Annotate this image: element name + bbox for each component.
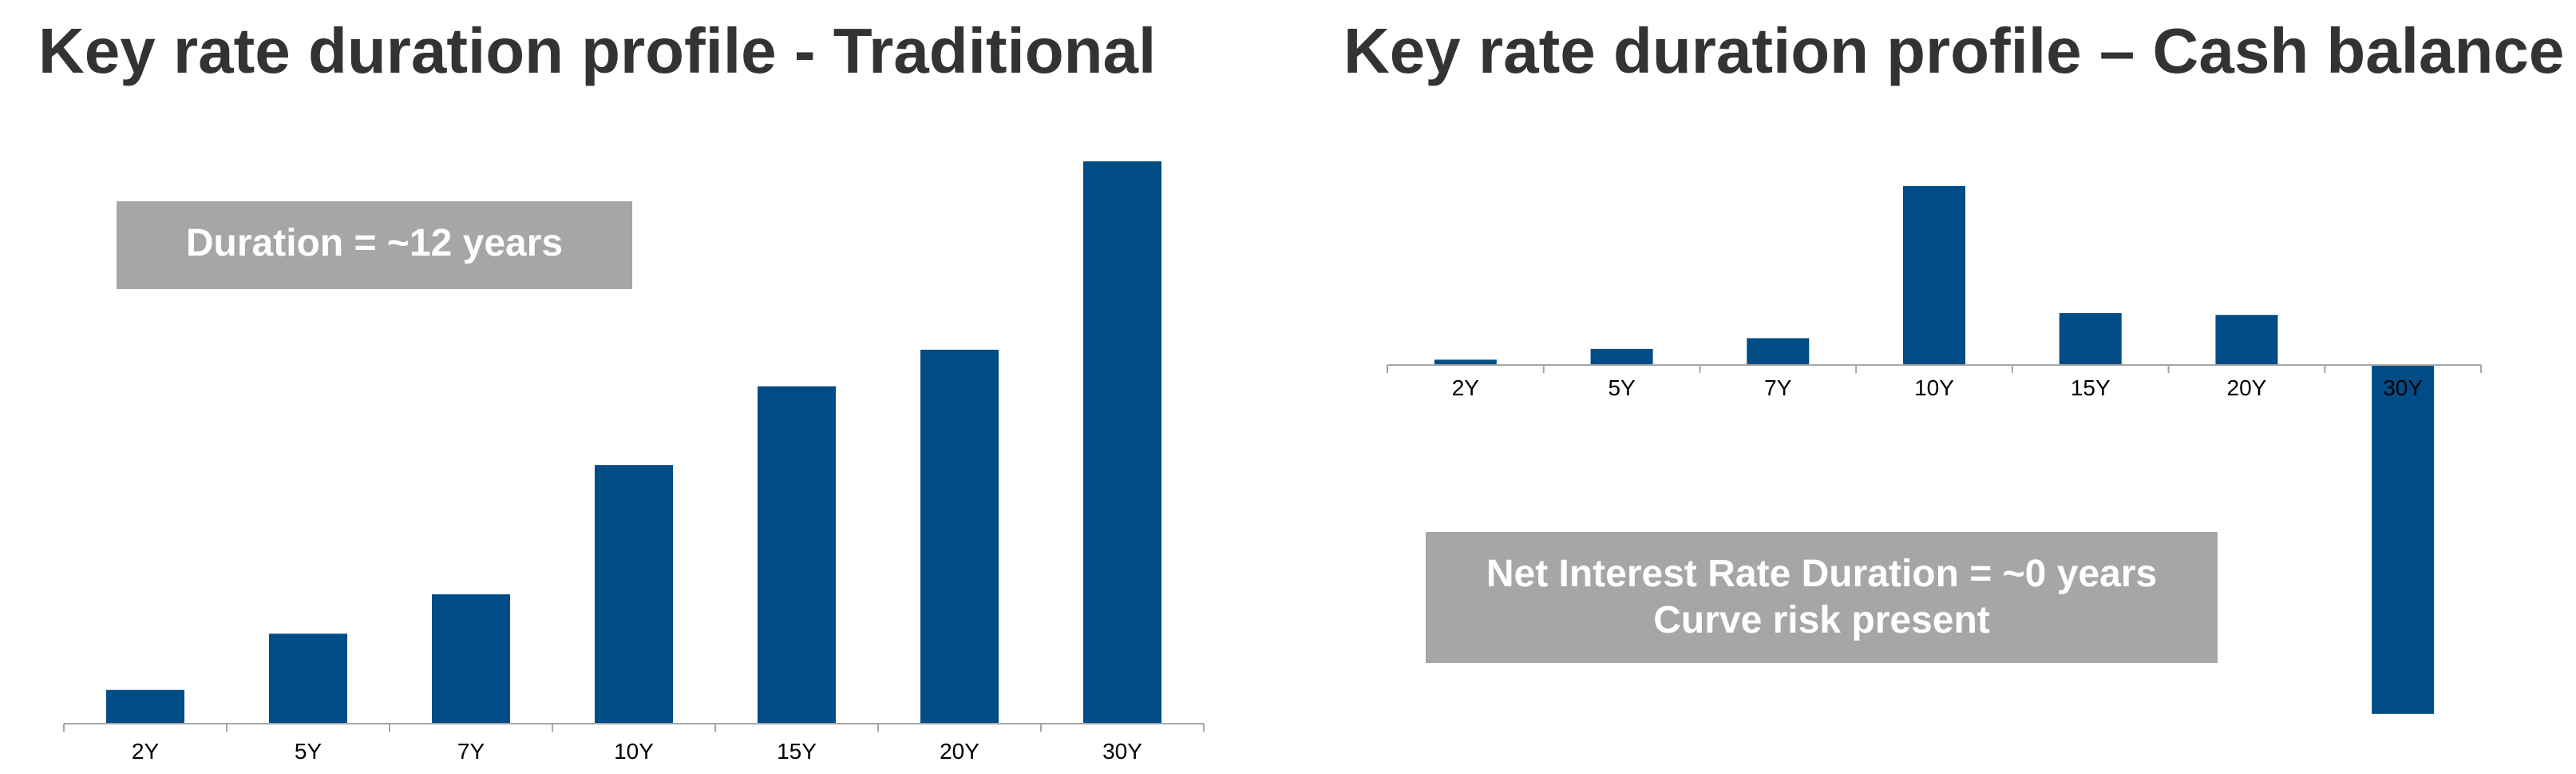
tick-label-20y: 20Y [940,739,979,764]
bar-15y [758,386,836,724]
left-chart-title: Key rate duration profile - Traditional [38,15,1157,86]
tick-label-15y: 15Y [2071,375,2111,400]
bar-15y [2059,313,2122,365]
right-chart: Net Interest Rate Duration = ~0 yearsCur… [1387,186,2482,714]
right-chart-title: Key rate duration profile – Cash balance [1343,15,2565,86]
bar-2y [1434,359,1497,365]
tick-label-2y: 2Y [132,739,160,764]
tick-label-5y: 5Y [1608,375,1636,400]
bar-5y [269,633,347,724]
bar-2y [106,689,184,724]
tick-label-7y: 7Y [1764,375,1792,400]
tick-label-10y: 10Y [614,739,654,764]
tick-label-5y: 5Y [295,739,322,764]
callout-text: Curve risk present [1653,599,1990,641]
callout-box [117,201,632,289]
callout-text: Net Interest Rate Duration = ~0 years [1486,553,2157,595]
callout-text: Duration = ~12 years [186,222,563,264]
bar-7y [1747,338,1810,365]
callout-box [1426,532,2218,663]
bar-5y [1590,348,1653,365]
tick-label-15y: 15Y [777,739,817,764]
bar-10y [1903,186,1965,365]
bar-10y [595,465,673,724]
left-chart: Duration = ~12 years 2Y 5Y 7Y 10Y 15Y 20Y 30Y [63,161,1205,764]
tick-label-7y: 7Y [457,739,485,764]
tick-label-10y: 10Y [1914,375,1954,400]
bar-7y [432,594,510,724]
tick-label-30y: 30Y [1102,739,1142,764]
tick-label-2y: 2Y [1452,375,1480,400]
bar-20y [2215,315,2278,365]
bar-30y [2372,365,2435,714]
bar-20y [920,349,999,724]
tick-label-20y: 20Y [2227,375,2267,400]
bar-30y [1083,161,1161,724]
tick-label-30y: 30Y [2383,375,2423,400]
